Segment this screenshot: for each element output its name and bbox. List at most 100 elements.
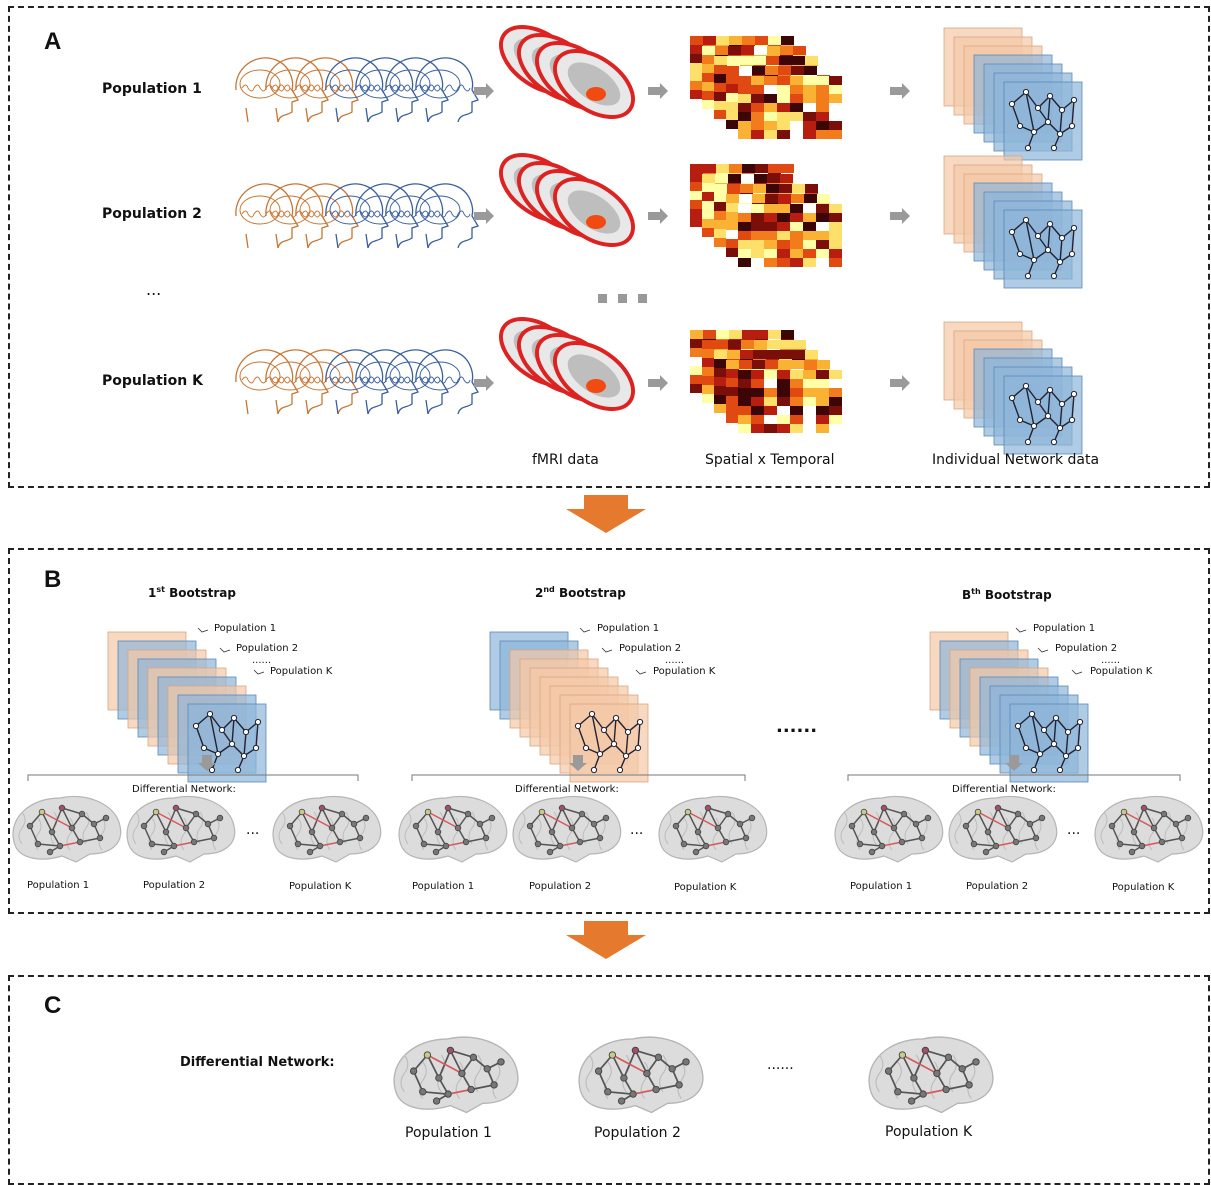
heatmap-cell [739,66,752,75]
c-brain-label-1: Population 1 [405,1125,492,1141]
heatmap-cell [751,76,764,85]
heatmap-cell [777,240,790,249]
brain-outline [359,69,401,99]
brain-edge [687,811,699,833]
heatmap-cell [714,368,727,377]
brain-edge [977,811,1009,829]
heatmap-cell [781,330,794,339]
network-node [1008,100,1016,108]
network-node [1070,96,1078,104]
orange-down-arrow-1 [566,495,646,533]
heatmap-cell [728,340,741,349]
bb-tag-dots: ...... [1101,655,1121,666]
network-node [1046,220,1054,228]
heatmap-cell [816,406,829,415]
network-node [1046,92,1054,100]
network-node [636,718,644,726]
network-edge [637,721,641,749]
ellipsis-square [598,294,607,303]
heatmap-cell [728,174,741,183]
heatmap-cell [768,36,781,45]
head-row [235,349,479,415]
brain-gyrus [278,811,286,845]
heatmap-cell [816,204,829,213]
head-outline [415,349,479,415]
brain-node [654,1053,663,1061]
brain-edge [339,837,361,843]
network-edge [1077,721,1081,749]
brain-edge [422,1090,449,1095]
brain-node [467,1085,475,1094]
brain-node [704,804,712,812]
brain-edge [863,811,875,833]
heatmap-cell [714,377,727,386]
heatmap-cell [790,204,803,213]
brain-network [398,795,508,863]
head-outline [235,183,299,249]
heatmap-cell [716,36,729,45]
brain-gyrus [404,811,412,845]
heatmap-cell [741,174,754,183]
fmri-hot-spot [586,379,606,393]
heatmap-cell [790,379,803,388]
network-stack [929,631,1089,783]
fmri-slice-gray [567,62,621,106]
brain-node [860,808,868,816]
heatmap-cell [727,350,740,359]
heatmap-cell [702,91,715,100]
heatmap-cell [803,240,816,249]
heatmap-cell [716,164,729,173]
heatmap-cell [790,103,803,112]
network-edge [209,713,223,731]
brain-edge [635,1049,659,1059]
brain-edge [59,841,81,847]
brain-edge [611,1054,625,1079]
brain-node [424,808,432,816]
panel-b-letter: B [44,566,62,593]
brain-network [948,795,1058,863]
heatmap-cell [764,130,777,139]
network-edge [1025,219,1035,261]
heatmap-cell [777,258,790,267]
brain-gyrus [967,1061,976,1100]
brain-node [458,1069,466,1078]
heatmap-cell [738,231,751,240]
brain-node [962,822,970,830]
heatmap-cell [755,330,768,339]
heatmap-cell [803,222,816,231]
brain-edge [61,807,83,815]
network-node [234,766,242,774]
tag-bracket [1071,669,1083,675]
heatmap-cell [751,204,764,213]
network-edge [1059,237,1063,263]
network-layer [187,703,267,783]
brain-node [884,1067,893,1075]
heatmap-cell [726,239,739,248]
heatmap-cell [690,339,703,348]
heatmap-cell [738,112,751,121]
network-node [612,714,620,722]
network-node [1008,228,1016,236]
network-node [1008,394,1016,402]
brain-edge [541,811,573,829]
network-edge [625,731,629,757]
brain-node [488,814,496,822]
heatmap-cell [751,397,764,406]
heatmap-cell [764,204,777,213]
brain-node [736,820,744,828]
brain-edge [922,1088,947,1095]
fmri-hot-spot [586,215,606,229]
tag-bracket [197,627,209,633]
heatmap-cell [726,212,739,221]
heatmap-cell [754,46,767,55]
heatmap-cell [714,110,727,119]
heatmap-cell [726,360,739,369]
brain-edge [997,807,1009,829]
network-edge [1059,109,1063,135]
brain-node [78,810,86,818]
heatmap-cell [790,121,803,130]
network-edge [1053,717,1057,745]
brain-node [548,828,556,836]
heatmap-cell [702,210,715,219]
brain-edge [973,843,997,847]
